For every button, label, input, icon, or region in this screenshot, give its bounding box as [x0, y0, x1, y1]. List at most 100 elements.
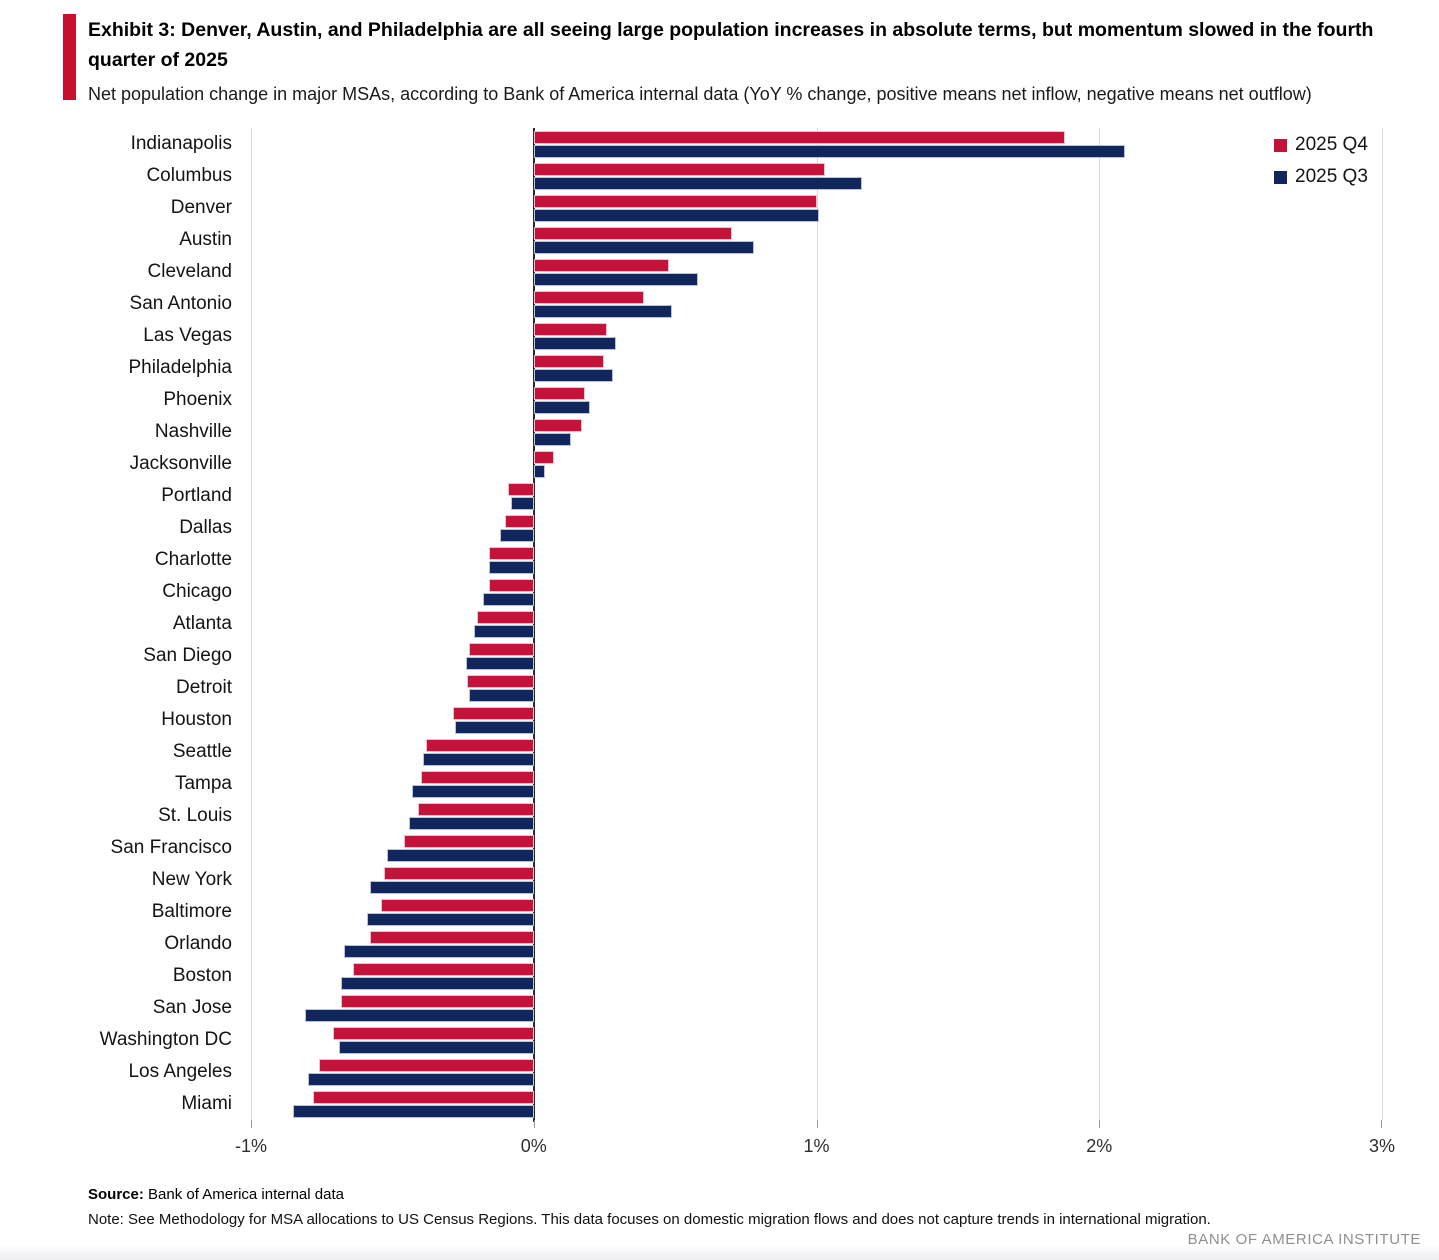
category-label-miami: Miami [181, 1093, 232, 1114]
bar-orlando-2025-q4 [369, 930, 534, 944]
bar-san-jose-2025-q3 [304, 1009, 534, 1022]
bar-indianapolis-2025-q4 [533, 130, 1066, 144]
category-label-chicago: Chicago [162, 581, 232, 602]
exhibit-accent-bar [63, 14, 76, 100]
bar-san-diego-2025-q4 [468, 642, 534, 656]
bar-atlanta-2025-q3 [474, 625, 534, 638]
bar-phoenix-2025-q3 [533, 401, 591, 414]
axis-tick [1381, 1120, 1382, 1128]
legend-item-2025-q4: 2025 Q4 [1274, 134, 1368, 156]
category-label-indianapolis: Indianapolis [130, 133, 232, 154]
category-label-austin: Austin [179, 229, 232, 250]
axis-tick [816, 1120, 818, 1128]
bar-san-antonio-2025-q4 [533, 290, 645, 304]
axis-tick-label--1pct: -1% [234, 1136, 268, 1156]
bar-austin-2025-q4 [533, 226, 732, 240]
category-label-nashville: Nashville [154, 421, 232, 442]
axis-tick [1099, 1120, 1101, 1128]
bar-nashville-2025-q3 [533, 433, 571, 446]
bar-miami-2025-q3 [293, 1105, 534, 1118]
source-label: Source: [88, 1186, 144, 1203]
bar-detroit-2025-q4 [467, 674, 534, 688]
legend-swatch-2025-q4-icon [1274, 138, 1287, 152]
bar-tampa-2025-q3 [412, 785, 534, 798]
gridline--1pct [251, 128, 252, 1120]
bar-seattle-2025-q4 [426, 738, 534, 752]
category-label-san-diego: San Diego [143, 645, 232, 666]
axis-tick-label-0pct: 0% [520, 1136, 547, 1156]
category-label-washington-dc: Washington DC [99, 1029, 232, 1050]
category-label-portland: Portland [161, 485, 232, 506]
legend-label-2025-q3: 2025 Q3 [1295, 166, 1368, 187]
axis-tick [533, 1120, 535, 1128]
bar-nashville-2025-q4 [533, 418, 582, 432]
bar-baltimore-2025-q4 [381, 898, 534, 912]
bar-baltimore-2025-q3 [366, 913, 534, 926]
bar-jacksonville-2025-q3 [533, 465, 546, 478]
bar-tampa-2025-q4 [420, 770, 534, 784]
bar-st-louis-2025-q4 [417, 802, 534, 816]
bar-columbus-2025-q3 [533, 177, 862, 190]
bar-philadelphia-2025-q4 [533, 354, 605, 368]
bar-orlando-2025-q3 [344, 945, 534, 958]
bar-st-louis-2025-q3 [409, 817, 534, 830]
bar-san-antonio-2025-q3 [533, 305, 673, 318]
category-label-phoenix: Phoenix [163, 389, 232, 410]
bar-san-francisco-2025-q4 [403, 834, 534, 848]
exhibit-title: Exhibit 3: Denver, Austin, and Philadelp… [88, 19, 1374, 71]
category-label-orlando: Orlando [164, 933, 232, 954]
category-label-san-jose: San Jose [152, 997, 232, 1018]
bar-denver-2025-q4 [533, 194, 817, 208]
bar-indianapolis-2025-q3 [533, 145, 1125, 158]
bar-las-vegas-2025-q3 [533, 337, 616, 350]
bar-washington-dc-2025-q3 [338, 1041, 534, 1054]
exhibit-subtitle: Net population change in major MSAs, acc… [88, 84, 1312, 104]
gridline-1pct [816, 128, 818, 1120]
category-label-san-francisco: San Francisco [110, 837, 232, 858]
bar-new-york-2025-q3 [369, 881, 534, 894]
bar-chart-plot-area: -1% 0% 1% 2% 3% [235, 128, 1395, 1156]
category-label-baltimore: Baltimore [151, 901, 232, 922]
bar-phoenix-2025-q4 [533, 386, 585, 400]
category-label-cleveland: Cleveland [147, 261, 233, 282]
category-label-atlanta: Atlanta [172, 613, 232, 634]
axis-tick-label-3pct: 3% [1368, 1136, 1396, 1156]
category-label-philadelphia: Philadelphia [128, 357, 232, 378]
bar-chicago-2025-q3 [482, 593, 534, 606]
category-label-boston: Boston [172, 965, 232, 986]
bar-seattle-2025-q3 [423, 753, 534, 766]
axis-tick-label-2pct: 2% [1086, 1136, 1113, 1156]
zero-axis-line [532, 128, 535, 1122]
bar-portland-2025-q3 [511, 497, 534, 510]
bar-san-diego-2025-q3 [465, 657, 534, 670]
chart-legend: 2025 Q4 2025 Q3 [1274, 134, 1368, 198]
category-axis: Indianapolis Columbus Denver Austin Clevelan… [0, 0, 232, 1260]
bar-new-york-2025-q4 [383, 866, 534, 880]
bar-cleveland-2025-q3 [533, 273, 698, 286]
category-label-charlotte: Charlotte [154, 549, 232, 570]
legend-item-2025-q3: 2025 Q3 [1274, 166, 1368, 188]
bar-cleveland-2025-q4 [533, 258, 670, 272]
source-text: Bank of America internal data [143, 1186, 344, 1203]
category-label-las-vegas: Las Vegas [143, 325, 232, 346]
bar-san-francisco-2025-q3 [386, 849, 534, 862]
bar-houston-2025-q3 [454, 721, 534, 734]
bar-los-angeles-2025-q4 [318, 1058, 534, 1072]
legend-label-2025-q4: 2025 Q4 [1295, 134, 1368, 155]
bar-atlanta-2025-q4 [477, 610, 534, 624]
bar-las-vegas-2025-q4 [533, 322, 608, 336]
bar-los-angeles-2025-q3 [307, 1073, 534, 1086]
bar-chicago-2025-q4 [488, 578, 534, 592]
category-label-columbus: Columbus [146, 165, 232, 186]
bar-houston-2025-q4 [453, 706, 534, 720]
brand-text: BANK OF AMERICA INSTITUTE [1187, 1231, 1421, 1248]
bar-boston-2025-q4 [352, 962, 534, 976]
note-line: Note: See Methodology for MSA allocation… [88, 1211, 1211, 1228]
category-label-los-angeles: Los Angeles [128, 1061, 232, 1082]
bar-charlotte-2025-q3 [488, 561, 534, 574]
bar-charlotte-2025-q4 [488, 546, 534, 560]
bar-detroit-2025-q3 [468, 689, 534, 702]
bar-denver-2025-q3 [533, 209, 820, 222]
gridline-2pct [1099, 128, 1101, 1120]
category-label-dallas: Dallas [179, 517, 232, 538]
